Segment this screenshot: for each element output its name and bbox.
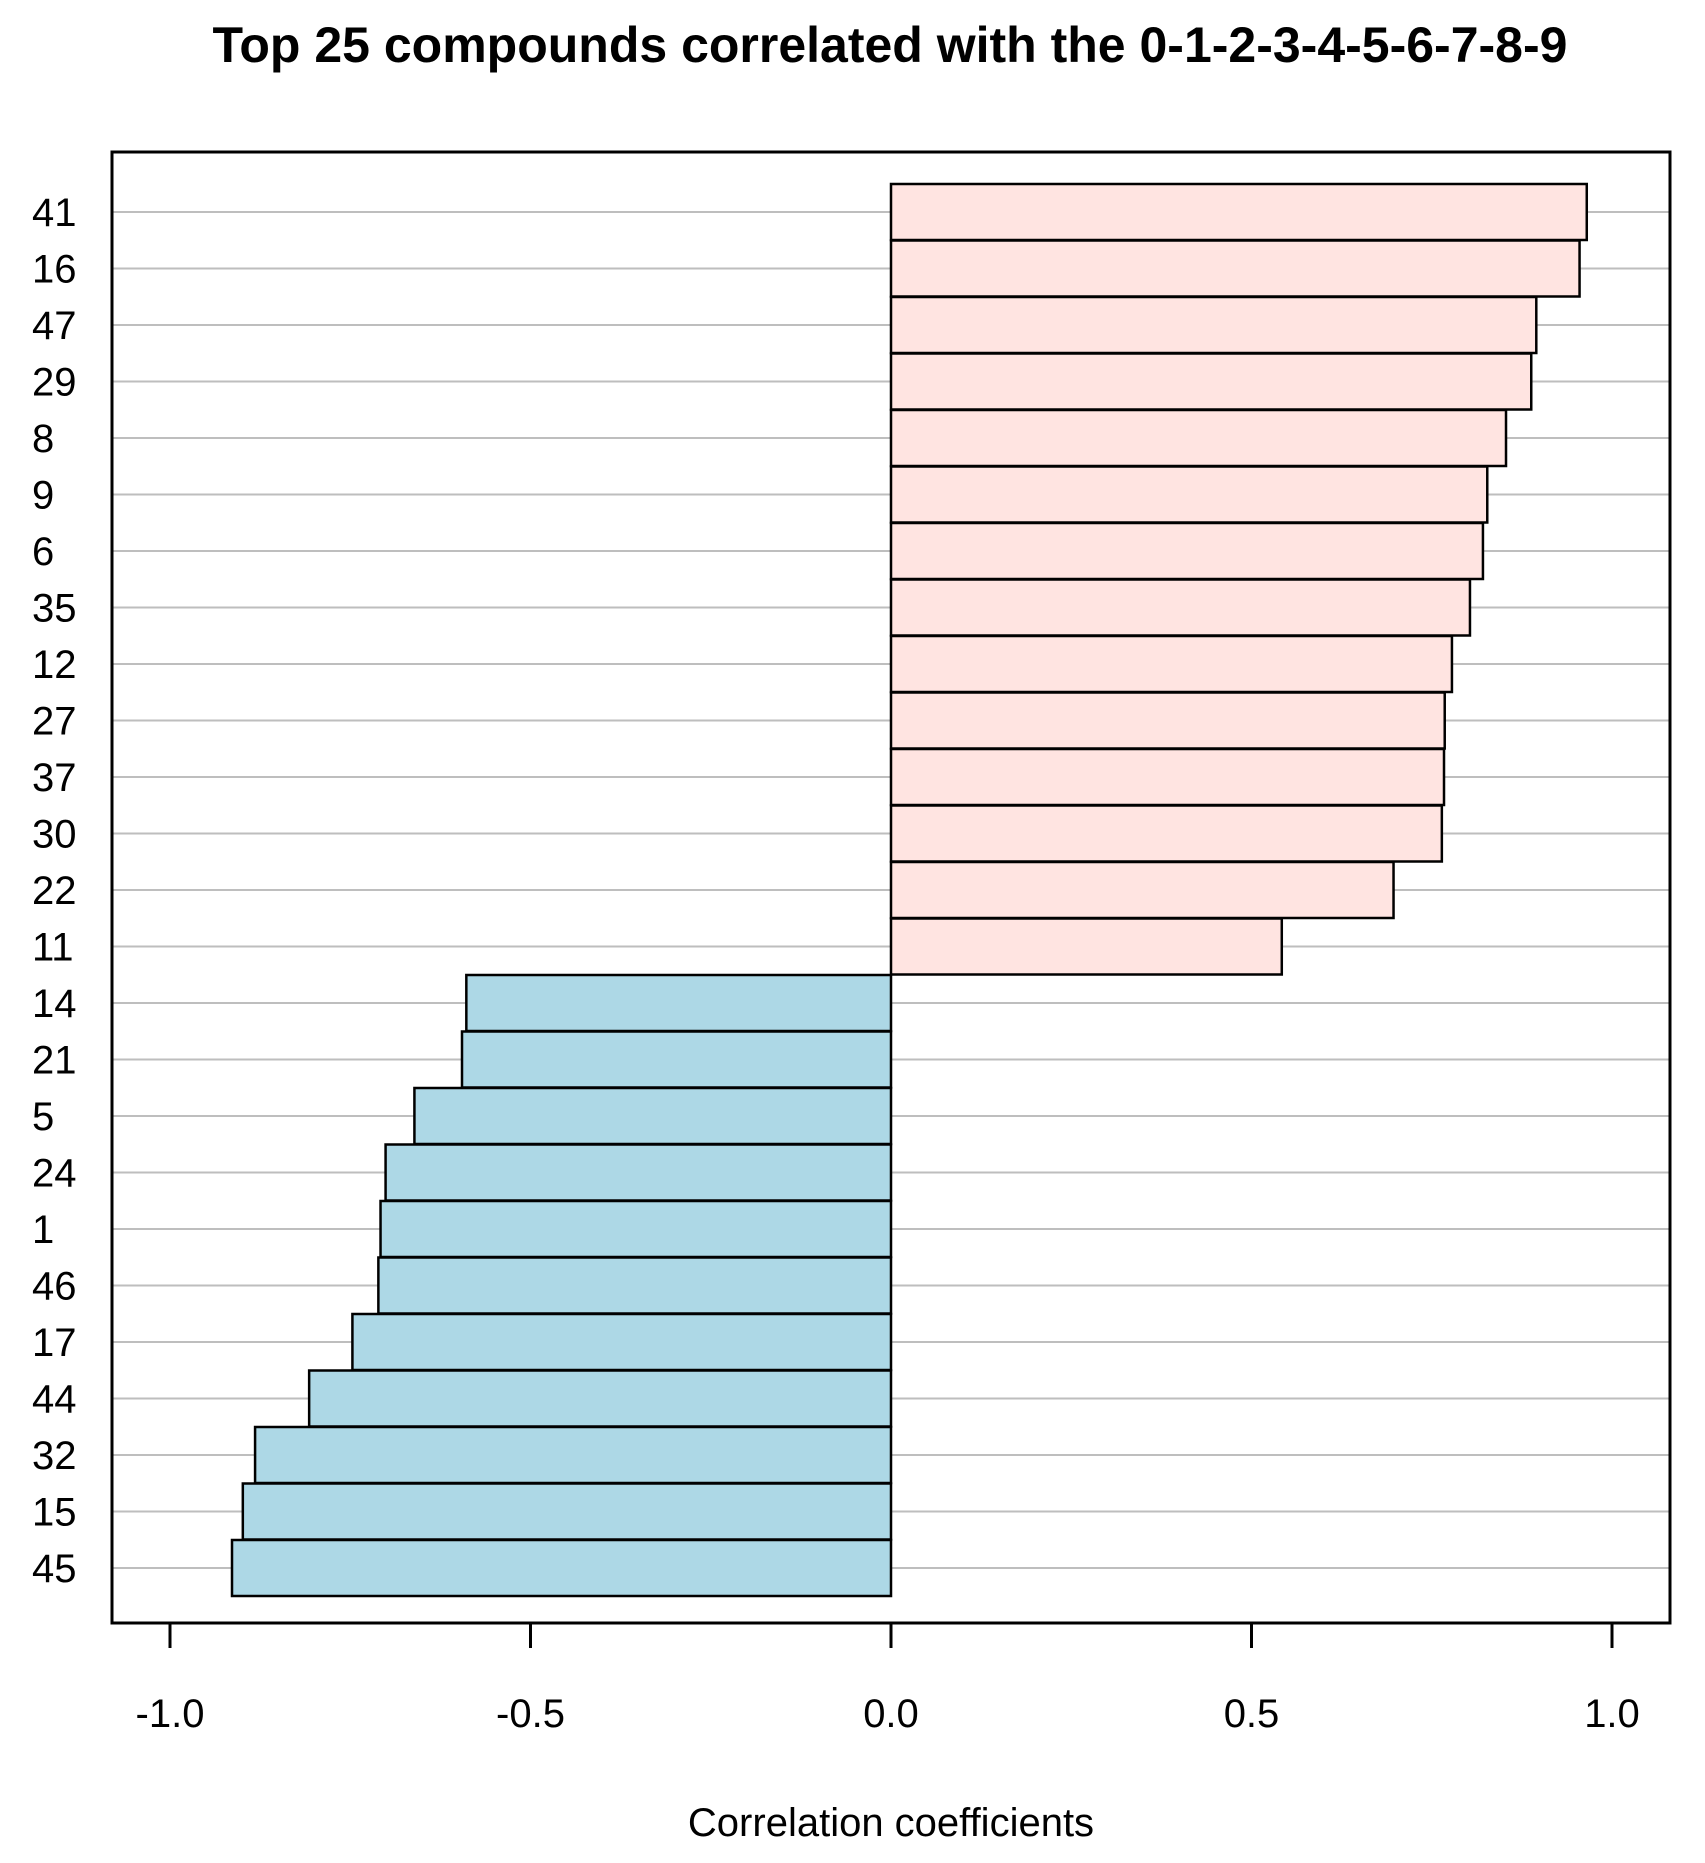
category-label-45: 45: [32, 1547, 77, 1591]
bar-24: [384, 1143, 893, 1202]
bar-46: [377, 1256, 893, 1315]
category-label-8: 8: [32, 417, 54, 461]
bar-22: [889, 860, 1395, 920]
bar-8: [889, 408, 1508, 468]
bar-9: [889, 465, 1489, 524]
x-tick-label: -0.5: [496, 1692, 565, 1736]
x-axis: -1.0 -0.5 0.0 0.5 1.0: [136, 1621, 1640, 1736]
bar-32: [253, 1425, 893, 1485]
category-label-9: 9: [32, 474, 54, 518]
bar-5: [413, 1086, 893, 1146]
category-label-35: 35: [32, 587, 77, 631]
category-label-22: 22: [32, 869, 77, 913]
category-label-11: 11: [32, 926, 74, 970]
category-label-47: 47: [32, 304, 77, 348]
bars: [230, 182, 1589, 1598]
bar-15: [241, 1482, 893, 1541]
category-label-41: 41: [32, 191, 77, 235]
category-label-44: 44: [32, 1378, 77, 1422]
category-labels: 41 16 47 29 8 9 6 35 12 27 37 30 22 11 14 21 5 24 1 46 17 44 3…: [32, 191, 77, 1591]
x-tick-label: 0.0: [863, 1692, 919, 1736]
category-label-27: 27: [32, 700, 77, 744]
bar-41: [889, 182, 1589, 242]
category-label-15: 15: [32, 1491, 77, 1535]
category-label-32: 32: [32, 1434, 77, 1478]
chart-title: Top 25 compounds correlated with the 0-1…: [213, 17, 1568, 73]
category-label-12: 12: [32, 643, 77, 687]
bar-37: [889, 747, 1446, 807]
category-label-17: 17: [32, 1321, 77, 1365]
bar-44: [307, 1369, 893, 1428]
category-label-24: 24: [32, 1152, 77, 1196]
bar-30: [889, 804, 1444, 863]
category-label-16: 16: [32, 248, 77, 292]
category-label-6: 6: [32, 530, 54, 574]
bar-17: [351, 1312, 893, 1372]
bar-12: [889, 634, 1454, 694]
bar-21: [460, 1030, 893, 1089]
bar-45: [230, 1538, 893, 1598]
bar-47: [889, 295, 1538, 355]
x-axis-title: Correlation coefficients: [688, 1801, 1094, 1845]
x-tick-label: -1.0: [136, 1692, 205, 1736]
x-tick-label: 1.0: [1584, 1692, 1640, 1736]
bar-11: [889, 917, 1284, 976]
category-label-37: 37: [32, 756, 77, 800]
bar-14: [465, 973, 893, 1033]
bar-35: [889, 578, 1472, 637]
bar-6: [889, 521, 1485, 581]
category-label-5: 5: [32, 1095, 54, 1139]
category-label-46: 46: [32, 1265, 77, 1309]
bar-1: [379, 1199, 893, 1259]
category-label-1: 1: [32, 1208, 54, 1252]
bar-29: [889, 352, 1533, 411]
category-label-30: 30: [32, 813, 77, 857]
category-label-21: 21: [32, 1039, 77, 1083]
bar-27: [889, 691, 1446, 750]
x-tick-label: 0.5: [1224, 1692, 1280, 1736]
bar-16: [889, 239, 1581, 298]
category-label-14: 14: [32, 982, 77, 1026]
category-label-29: 29: [32, 361, 77, 405]
